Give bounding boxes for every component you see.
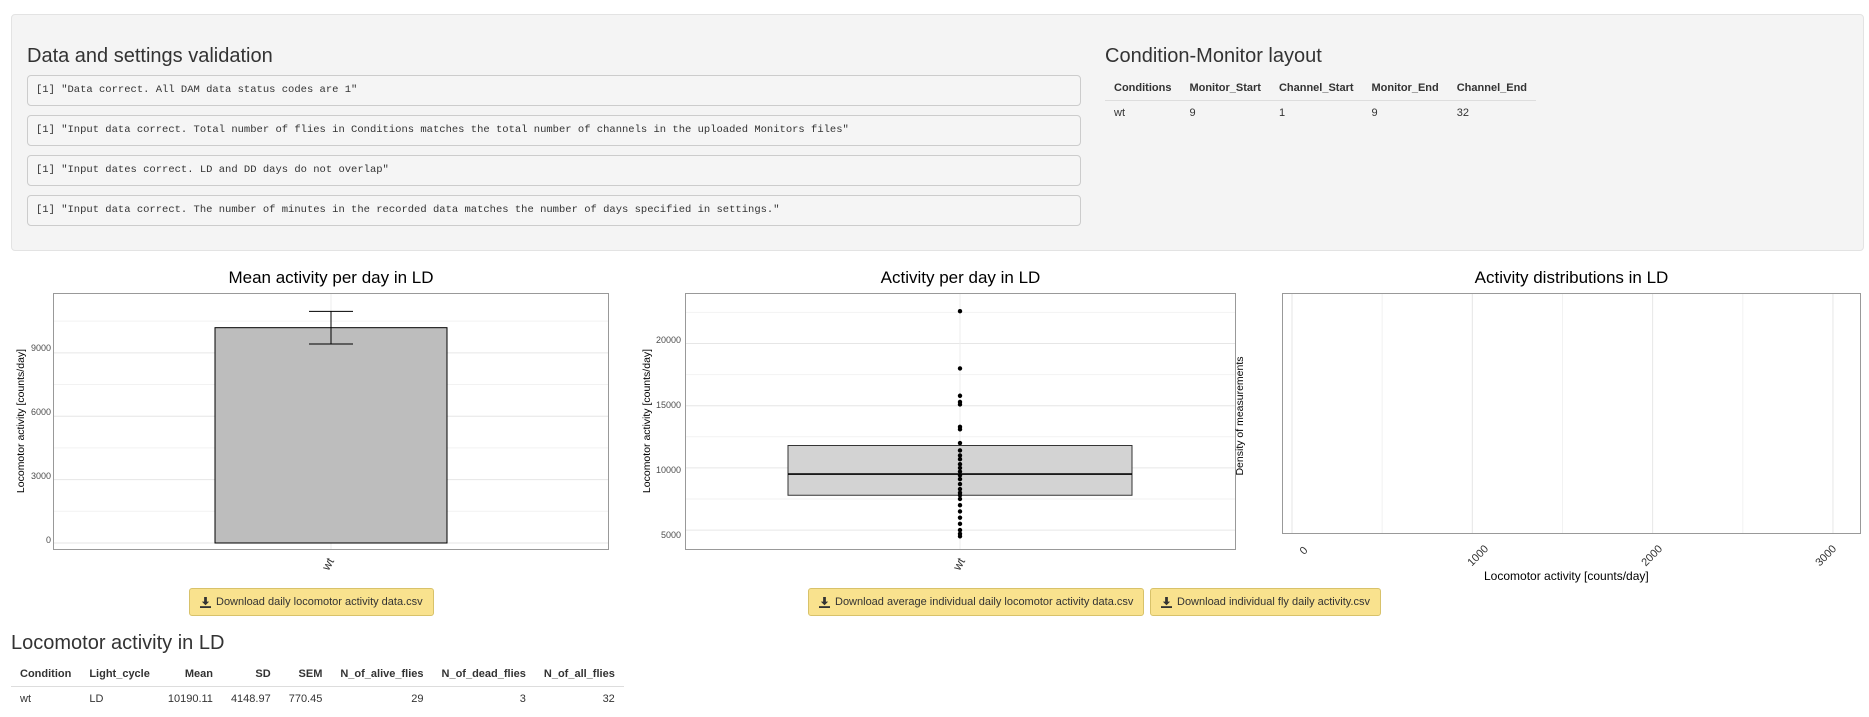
data-point [957,448,963,453]
y-tick-label: 0 [45,535,51,545]
download-individual-fly-button[interactable]: Download individual fly daily activity.c… [1150,588,1381,616]
data-point [957,534,963,539]
bar [214,327,448,544]
column-header[interactable]: N_of_dead_flies [432,661,535,687]
table-cell: wt [1114,107,1125,119]
table-cell: 9 [1371,107,1378,119]
layout-title: Condition-Monitor layout [1105,45,1322,67]
y-tick-label: 20000 [655,335,681,345]
data-point [957,486,963,492]
button-label: Download average individual daily locomo… [835,596,1134,608]
table-cell: 32 [602,693,615,705]
column-header[interactable]: Channel_Start [1269,75,1363,101]
column-header[interactable]: N_of_all_flies [534,661,624,687]
column-header[interactable]: SEM [279,661,332,687]
y-tick-label: 9000 [30,343,51,353]
table-cell: 10190.11 [167,693,213,705]
data-point [957,461,963,467]
validation-message: [1] "Data correct. All DAM data status c… [27,75,1081,106]
column-header[interactable]: Channel_End [1447,75,1537,101]
box-chart-panel [685,293,1236,550]
data-point [957,476,963,482]
column-header[interactable]: N_of_alive_flies [331,661,433,687]
x-tick-label: 0 [1297,544,1311,558]
table-cell: 3 [519,693,526,705]
data-point [957,503,963,508]
x-tick-label: 2000 [1639,543,1666,569]
table-cell: 9 [1189,107,1196,119]
download-average-individual-button[interactable]: Download average individual daily locomo… [808,588,1145,616]
data-point [957,515,963,520]
data-point [957,366,963,371]
table-cell: wt [20,693,31,705]
column-header[interactable]: Light_cycle [80,661,159,687]
box-chart-ylabel: Locomotor activity [counts/day] [641,348,653,494]
download-icon [200,596,211,608]
y-tick-label: 15000 [655,400,681,410]
condition-monitor-table: Conditions Monitor_Start Channel_Start M… [1105,75,1537,126]
download-icon [819,596,830,608]
box-chart-plot [686,294,1235,549]
y-tick-label: 6000 [30,407,51,417]
validation-message: [1] "Input data correct. Total number of… [27,115,1081,146]
validation-message: [1] "Input data correct. The number of m… [27,195,1081,226]
data-point [957,308,963,314]
x-tick-label: 1000 [1465,543,1492,569]
mean-chart-title: Mean activity per day in LD [228,268,434,287]
button-label: Download daily locomotor activity data.c… [216,596,423,608]
density-chart-ylabel: Density of measurements [1234,356,1246,476]
density-chart-plot [1291,294,1834,533]
data-point [957,402,963,407]
data-point [957,465,963,471]
summary-title: Locomotor activity in LD [11,632,225,654]
mean-chart-plot [54,294,608,549]
y-tick-label: 5000 [660,530,681,540]
data-point [957,469,963,474]
data-point [957,427,963,432]
y-tick-label: 10000 [655,465,681,475]
y-tick-label: 3000 [30,471,51,481]
download-icon [1161,596,1172,608]
data-point [957,440,963,446]
data-point [957,481,963,487]
density-chart-title: Activity distributions in LD [1474,268,1669,287]
table-row: wt LD 10190.11 4148.97 770.45 29 3 32 [11,687,624,712]
column-header[interactable]: Mean [158,661,222,687]
table-cell: 1 [1278,107,1286,119]
download-daily-activity-button[interactable]: Download daily locomotor activity data.c… [189,588,434,616]
data-point [957,527,963,533]
density-chart-xlabel: Locomotor activity [counts/day] [1484,569,1649,583]
x-tick-label: wt [949,555,969,573]
data-point [957,521,963,527]
table-cell: 29 [411,693,424,705]
data-point [957,473,963,478]
column-header[interactable]: Monitor_End [1362,75,1448,101]
data-point [957,493,963,498]
locomotor-summary-table: Condition Light_cycle Mean SD SEM N_of_a… [11,661,624,711]
box-chart-title: Activity per day in LD [880,268,1041,287]
table-cell: 32 [1456,107,1469,119]
validation-title: Data and settings validation [27,45,273,67]
validation-message: [1] "Input dates correct. LD and DD days… [27,155,1081,186]
column-header[interactable]: Condition [11,661,81,687]
column-header[interactable]: Conditions [1105,75,1181,101]
x-tick-label: wt [318,555,338,573]
data-point [957,453,963,458]
data-point [957,509,963,514]
data-point [957,393,963,398]
mean-chart-ylabel: Locomotor activity [counts/day] [15,348,27,494]
table-cell: 4148.97 [230,693,271,705]
table-cell: 770.45 [288,693,323,705]
table-row: wt 9 1 9 32 [1105,101,1536,126]
data-point [957,456,963,462]
table-cell: LD [89,693,104,705]
density-chart-panel [1282,293,1861,534]
x-tick-label: 3000 [1813,543,1840,569]
data-point [957,496,963,502]
column-header[interactable]: Monitor_Start [1180,75,1270,101]
column-header[interactable]: SD [221,661,280,687]
button-label: Download individual fly daily activity.c… [1177,596,1370,608]
mean-chart-panel [53,293,609,550]
